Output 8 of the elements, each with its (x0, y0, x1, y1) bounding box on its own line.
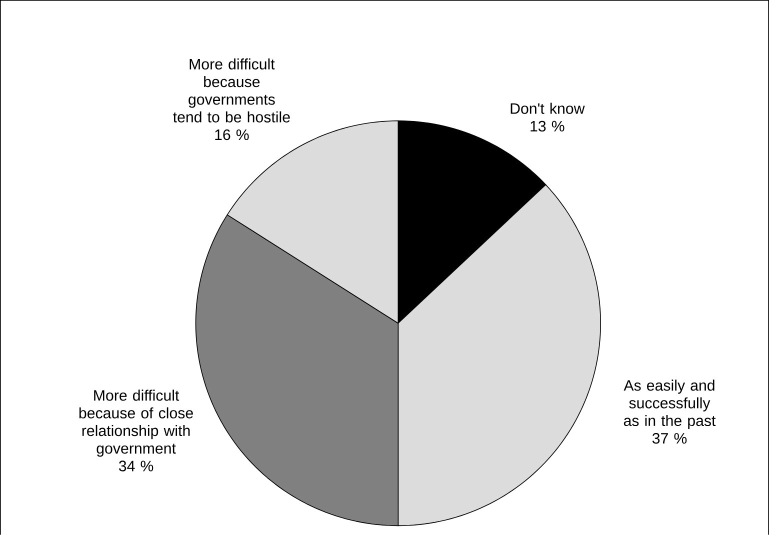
data-label: 13 % (530, 120, 564, 132)
slice-label: As easily and successfully as in the past (624, 380, 716, 429)
slice-label: More difficult because of close relationship with government (79, 390, 193, 457)
slice-label: More difficult because governments tend to be hostile (173, 58, 290, 122)
data-label: 34 % (118, 460, 154, 472)
data-label: 16 % (215, 129, 249, 140)
slice-label: Don't know (510, 102, 585, 114)
data-label: 37 % (652, 432, 687, 444)
